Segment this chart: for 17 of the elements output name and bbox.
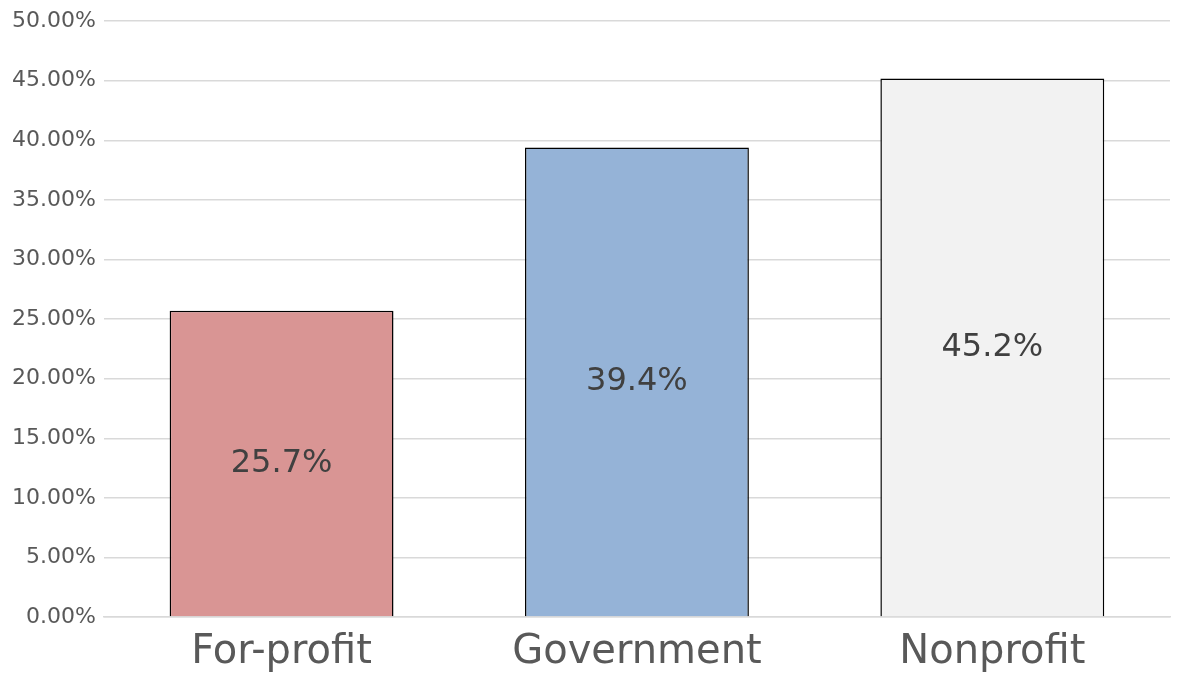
x-tick-label: Nonprofit [899,626,1086,673]
x-tick-label: For-profit [191,626,372,673]
y-tick-label: 35.00% [12,185,96,211]
y-tick-label: 25.00% [12,304,96,330]
data-label: 45.2% [941,325,1044,364]
y-tick-label: 50.00% [12,6,96,32]
y-tick-label: 10.00% [12,483,96,509]
y-tick-label: 20.00% [12,364,96,390]
y-tick-label: 5.00% [26,543,96,569]
y-tick-label: 30.00% [12,245,96,271]
y-tick-label: 45.00% [12,66,96,92]
y-tick-label: 15.00% [12,423,96,449]
x-tick-label: Government [512,626,762,673]
y-tick-label: 0.00% [26,602,96,628]
y-tick-label: 40.00% [12,126,96,152]
data-label: 39.4% [586,360,688,399]
data-label: 25.7% [230,441,333,480]
